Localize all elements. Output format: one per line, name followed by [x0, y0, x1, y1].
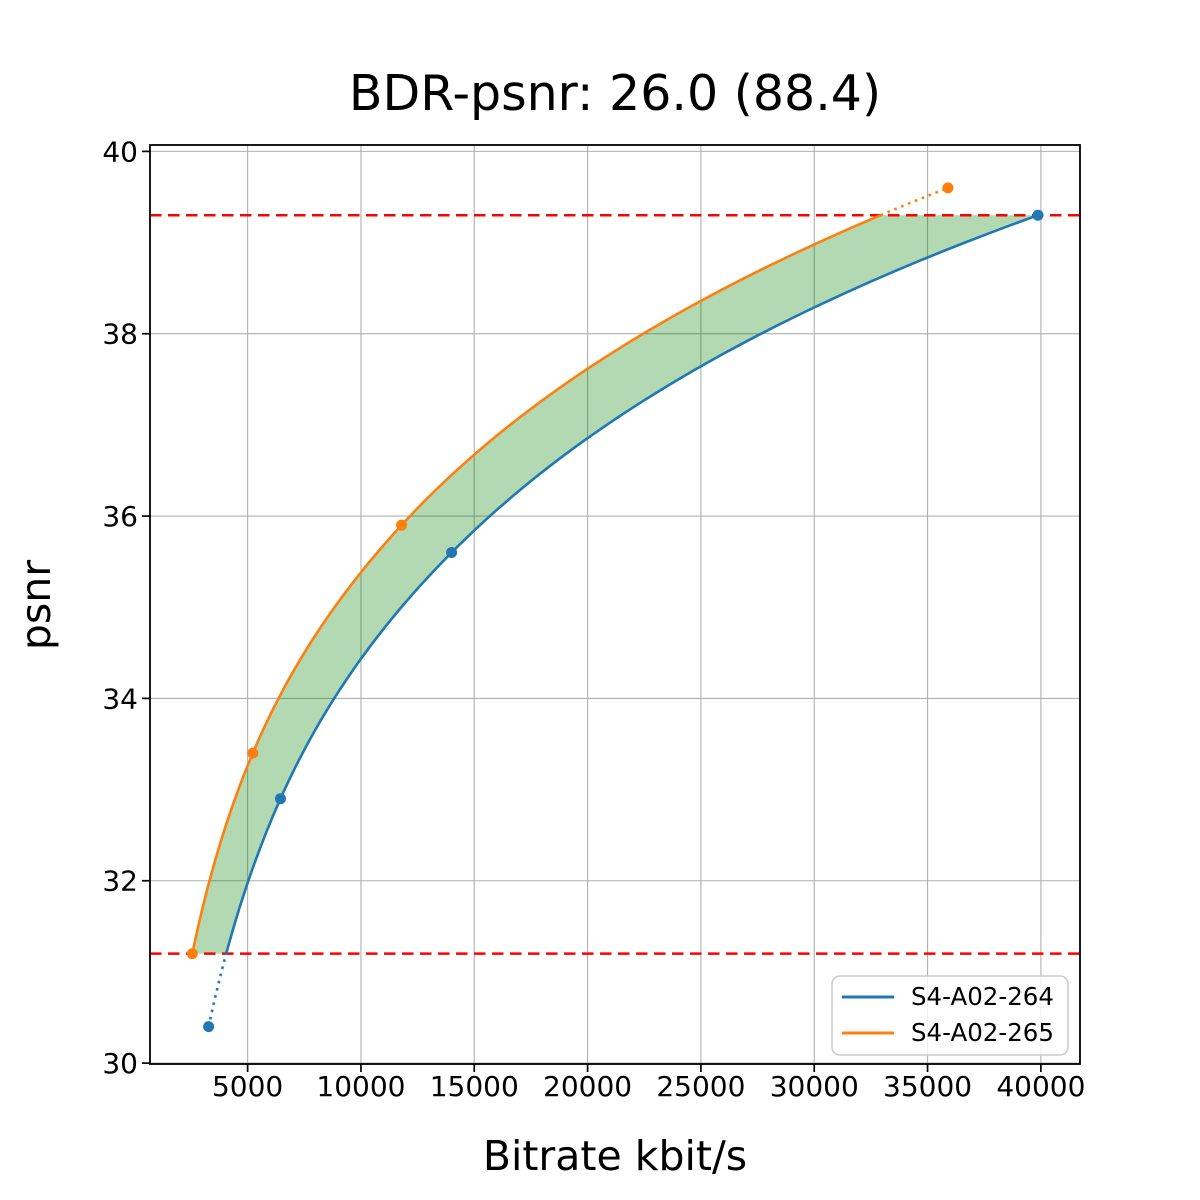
grid-layer: 5000 10000 15000 20000 25000 30000 35000 40000 3…: [102, 135, 1085, 1103]
legend: S4-A02-264 S4-A02-265: [831, 975, 1069, 1056]
y-tick-label-32: 32: [102, 865, 138, 898]
y-tick-label-38: 38: [102, 318, 138, 351]
data-point-S4-A02-265: [186, 948, 198, 960]
legend-label-series-0: S4-A02-264: [911, 982, 1054, 1011]
x-tick-label-35000: 35000: [883, 1070, 972, 1103]
legend-label-series-1: S4-A02-265: [911, 1018, 1054, 1047]
series-curve-S4-A02-265: [191, 214, 882, 954]
series-curve-extrapolated-S4-A02-265: [880, 186, 949, 217]
plot-frame: [149, 144, 1081, 1065]
y-axis-label: psnr: [12, 560, 60, 650]
x-axis-label: Bitrate kbit/s: [483, 1132, 747, 1180]
x-tick-label-10000: 10000: [316, 1070, 405, 1103]
data-point-S4-A02-265: [396, 519, 408, 531]
series-curve-S4-A02-264: [224, 213, 1039, 955]
data-point-S4-A02-264: [446, 547, 458, 559]
y-tick-label-40: 40: [102, 135, 138, 168]
chart-title: BDR-psnr: 26.0 (88.4): [349, 65, 881, 122]
x-tick-label-5000: 5000: [212, 1070, 283, 1103]
x-tick-label-30000: 30000: [770, 1070, 859, 1103]
data-point-S4-A02-264: [1032, 209, 1044, 221]
x-tick-label-25000: 25000: [656, 1070, 745, 1103]
data-layer: [150, 182, 1080, 1033]
series-curve-extrapolated-S4-A02-264: [207, 953, 228, 1027]
x-tick-label-40000: 40000: [996, 1070, 1085, 1103]
bd-gap-fill: [192, 215, 1038, 954]
data-point-S4-A02-265: [942, 182, 954, 194]
x-tick-label-15000: 15000: [430, 1070, 519, 1103]
y-tick-label-34: 34: [102, 682, 138, 715]
data-point-S4-A02-264: [274, 793, 286, 805]
y-tick-label-30: 30: [102, 1047, 138, 1080]
data-point-S4-A02-265: [247, 747, 259, 759]
data-point-S4-A02-264: [203, 1021, 215, 1033]
y-tick-label-36: 36: [102, 500, 138, 533]
x-tick-label-20000: 20000: [543, 1070, 632, 1103]
